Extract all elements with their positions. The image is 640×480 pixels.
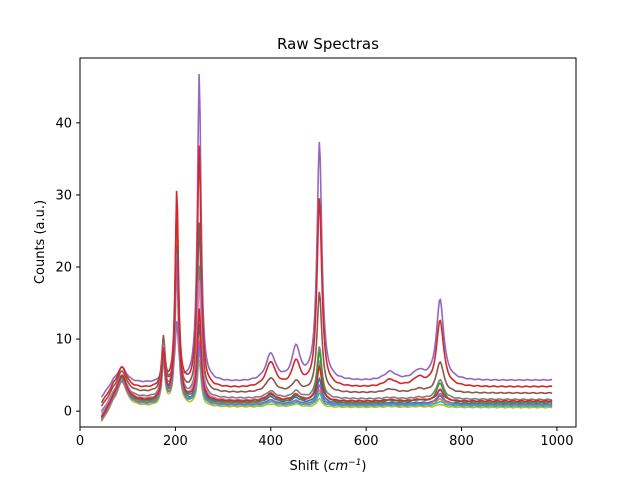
y-tick-label: 0 [64, 405, 72, 420]
x-tick-label: 400 [258, 434, 283, 449]
x-axis-label: Shift (cm−1) [290, 458, 367, 474]
spectrum-line [100, 253, 553, 421]
x-axis-ticks: 0 200 400 600 800 1000 [76, 427, 573, 449]
y-tick-label: 10 [55, 333, 72, 348]
plot-frame [79, 57, 577, 428]
x-tick-label: 1000 [540, 434, 573, 449]
spectrum-line [100, 145, 553, 404]
y-tick-label: 40 [55, 116, 72, 131]
x-tick-label: 0 [76, 434, 84, 449]
spectrum-line [100, 260, 553, 421]
spectrum-line [100, 203, 553, 418]
y-tick-label: 30 [55, 188, 72, 203]
spectrum-line [100, 74, 553, 398]
y-tick-label: 20 [55, 261, 72, 276]
x-tick-label: 800 [449, 434, 474, 449]
y-axis-ticks: 0 10 20 30 40 [55, 116, 80, 420]
series-layer [100, 74, 553, 423]
y-axis-label: Counts (a.u.) [33, 200, 48, 284]
x-tick-label: 200 [163, 434, 188, 449]
x-tick-label: 600 [354, 434, 379, 449]
chart-title: Raw Spectras [277, 35, 379, 53]
